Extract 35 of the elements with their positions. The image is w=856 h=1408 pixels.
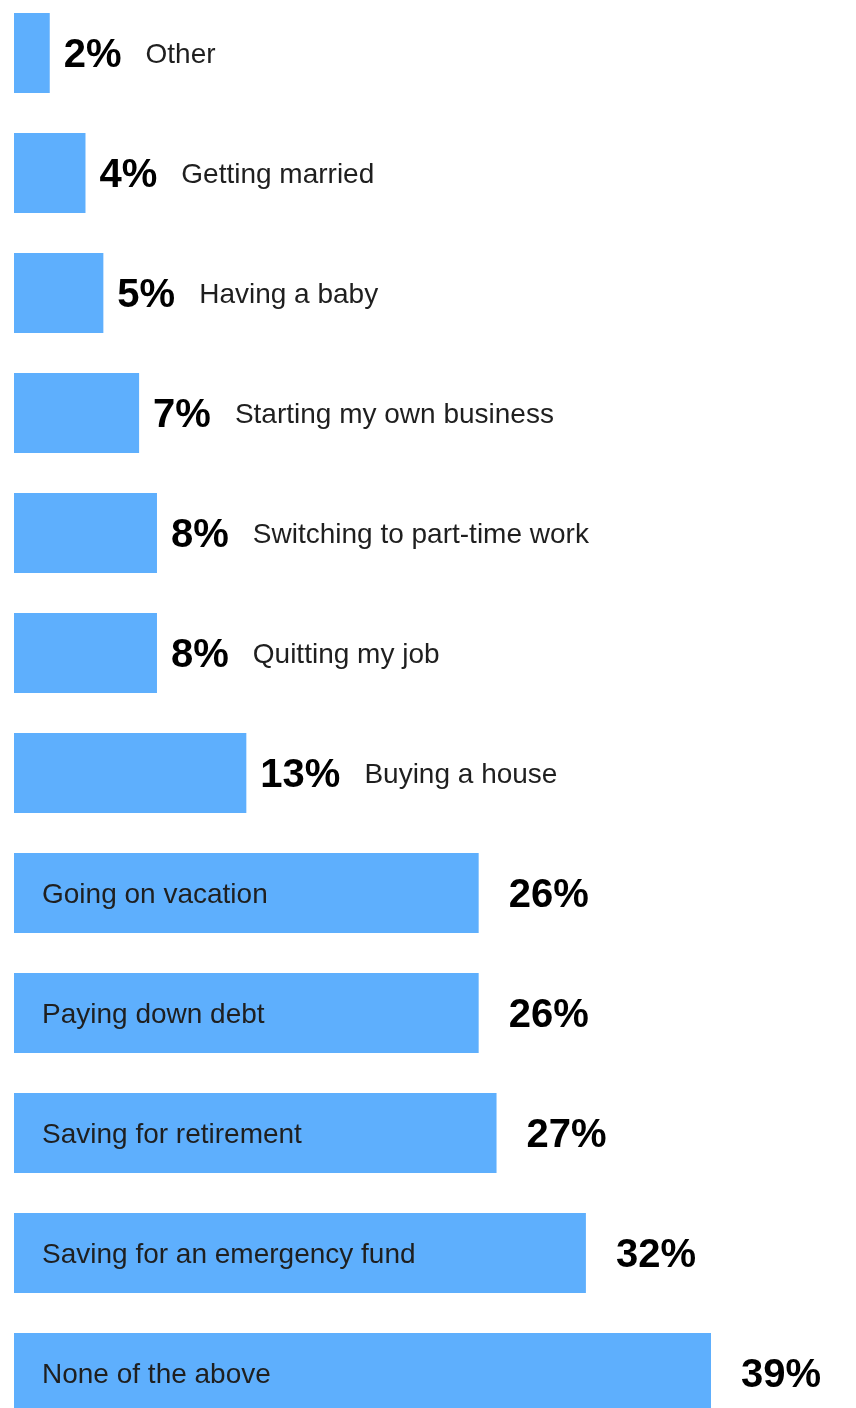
data-label: 39% — [741, 1351, 822, 1395]
data-label: 7% — [153, 391, 211, 435]
data-label: 5% — [117, 271, 176, 315]
y-tick-label: Paying down debt — [42, 998, 265, 1029]
y-tick-label: Other — [145, 38, 216, 69]
y-tick-label: Saving for an emergency fund — [42, 1238, 416, 1269]
data-label: 32% — [615, 1231, 696, 1275]
y-tick-label: Saving for retirement — [42, 1118, 303, 1149]
data-label: 26% — [508, 991, 589, 1035]
bar — [14, 493, 157, 573]
bar — [14, 253, 104, 333]
y-tick-label: Going on vacation — [42, 878, 268, 909]
bar — [14, 853, 479, 933]
bar — [14, 13, 50, 93]
data-label: 27% — [526, 1111, 607, 1155]
data-label: 4% — [99, 151, 158, 195]
y-tick-label: Starting my own business — [234, 398, 554, 429]
y-tick-label: Getting married — [181, 158, 375, 189]
y-tick-label: Buying a house — [364, 758, 558, 789]
bar — [14, 133, 86, 213]
y-tick-label: None of the above — [42, 1358, 271, 1389]
bar — [14, 973, 479, 1053]
bar — [14, 373, 140, 453]
y-tick-label: Quitting my job — [252, 638, 440, 669]
bar — [14, 1093, 497, 1173]
bar — [14, 1213, 586, 1293]
bar — [14, 613, 157, 693]
data-label: 26% — [508, 871, 589, 915]
data-label: 8% — [170, 631, 229, 675]
data-label: 13% — [260, 751, 341, 795]
y-tick-label: Having a baby — [199, 278, 379, 309]
data-label: 2% — [63, 31, 122, 75]
y-tick-label: Switching to part-time work — [252, 518, 590, 549]
bar — [14, 733, 247, 813]
data-label: 8% — [170, 511, 229, 555]
